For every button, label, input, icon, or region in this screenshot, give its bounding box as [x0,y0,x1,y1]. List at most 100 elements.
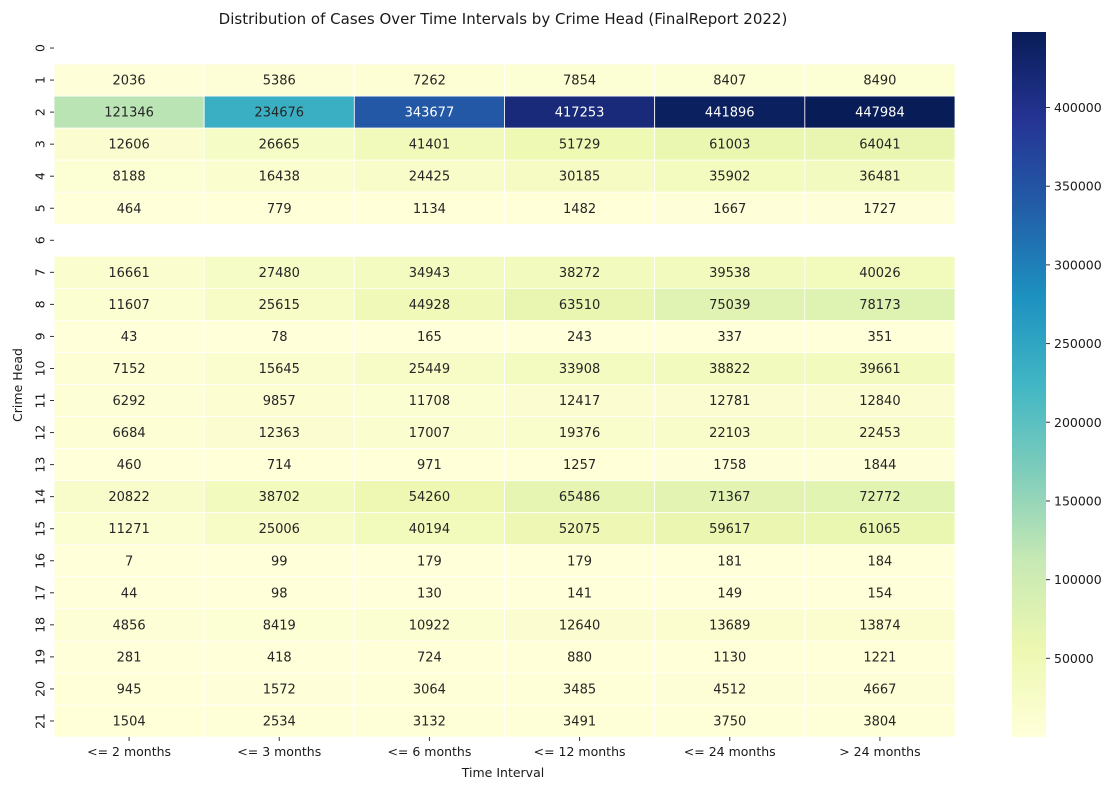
heatmap-cell [804,608,956,642]
colorbar-tick-label: 150000 [1054,493,1102,508]
heatmap-cell [353,640,505,674]
cell-value-label: 141 [567,586,592,601]
cell-value-label: 71367 [709,490,750,505]
x-tick-label: <= 24 months [684,744,776,759]
heatmap-cell [353,448,505,482]
cell-value-label: 25006 [259,522,300,537]
cell-value-label: 179 [567,554,592,569]
cell-value-label: 13874 [859,618,900,633]
cell-value-label: 38272 [559,266,600,281]
heatmap-cell [654,576,806,610]
cell-value-label: 1257 [563,458,596,473]
y-tick-label: 10 [33,360,48,376]
cell-value-label: 16661 [108,266,149,281]
heatmap-cell [654,384,806,417]
heatmap-cell [804,672,956,706]
colorbar-tick-label: 50000 [1054,651,1094,666]
heatmap-cell [504,544,656,578]
cell-value-label: 61003 [709,138,750,153]
cell-value-label: 1504 [113,714,146,729]
heatmap-cell [53,255,205,289]
cell-value-label: 38702 [259,490,300,505]
cell-value-label: 27480 [259,266,300,281]
y-tick-label: 15 [33,521,48,537]
cell-value-label: 945 [117,682,142,697]
y-tick-label: 19 [33,649,48,665]
heatmap-cell [504,63,656,97]
cell-value-label: 22103 [709,426,750,441]
cell-value-label: 16438 [259,170,300,185]
x-tick-label: <= 6 months [387,744,471,759]
cell-value-label: 971 [417,458,442,473]
cell-value-label: 464 [117,202,142,217]
heatmap-cell [504,320,656,353]
heatmap-cell [203,287,355,321]
heatmap-cell [504,608,656,642]
heatmap-cell [203,672,355,706]
cell-value-label: 15645 [259,362,300,377]
heatmap-cell [804,512,956,546]
heatmap-cell [654,191,806,225]
cell-value-label: 8407 [713,74,746,89]
cell-value-label: 24425 [409,170,450,185]
heatmap-cell [654,512,806,546]
heatmap-cell [203,704,355,738]
heatmap-cell [504,704,656,738]
cell-value-label: 11271 [108,522,149,537]
cell-value-label: 41401 [409,138,450,153]
colorbar-gradient [1012,32,1046,737]
cell-value-label: 19376 [559,426,600,441]
cell-value-label: 1844 [863,458,896,473]
cell-value-label: 38822 [709,362,750,377]
x-tick-label: <= 3 months [237,744,321,759]
colorbar: 50000 100000 150000 200000 250000 300000 35000… [1012,32,1102,737]
cell-value-label: 4667 [863,682,896,697]
heatmap-cell [203,352,355,385]
y-tick-label: 17 [33,585,48,601]
cell-value-label: 243 [567,330,592,345]
y-tick-label: 7 [33,268,48,276]
cell-value-label: 65486 [559,490,600,505]
cell-value-label: 4856 [113,618,146,633]
colorbar-tick-label: 400000 [1054,100,1102,115]
cell-value-label: 39538 [709,266,750,281]
heatmap-cell [804,480,956,514]
heatmap-cell [53,416,205,449]
cell-value-label: 1130 [713,650,746,665]
cell-value-label: 418 [267,650,292,665]
cell-value-label: 7262 [413,74,446,89]
heatmap-cell [53,287,205,321]
heatmap-cell [353,512,505,546]
heatmap-cell [53,384,205,417]
cell-value-label: 6292 [113,394,146,409]
heatmap-cell [53,640,205,674]
heatmap-cell [53,448,205,482]
cell-value-label: 59617 [709,522,750,537]
cell-value-label: 724 [417,650,442,665]
cell-value-label: 98 [271,586,288,601]
cell-value-label: 52075 [559,522,600,537]
y-tick-label: 4 [33,172,48,180]
y-tick-label: 11 [33,393,48,409]
cell-value-label: 181 [717,554,742,569]
cell-value-label: 40026 [859,266,900,281]
heatmap-cell [53,480,205,514]
heatmap-cell [203,63,355,97]
colorbar-tick-label: 200000 [1054,415,1102,430]
cell-value-label: 1572 [263,682,296,697]
y-axis-label: Crime Head [10,348,25,422]
colorbar-tick-label: 100000 [1054,572,1102,587]
heatmap-cell [804,255,956,289]
cell-value-label: 12840 [859,394,900,409]
cell-value-label: 9857 [263,394,296,409]
cell-value-label: 714 [267,458,292,473]
cell-value-label: 8419 [263,618,296,633]
x-tick-label: <= 2 months [87,744,171,759]
cell-value-label: 40194 [409,522,450,537]
heatmap-cell [53,544,205,578]
cell-value-label: 184 [868,554,893,569]
heatmap-cell [53,576,205,610]
heatmap-cell [353,608,505,642]
heatmap-cell [353,544,505,578]
chart-title: Distribution of Cases Over Time Interval… [219,10,788,28]
